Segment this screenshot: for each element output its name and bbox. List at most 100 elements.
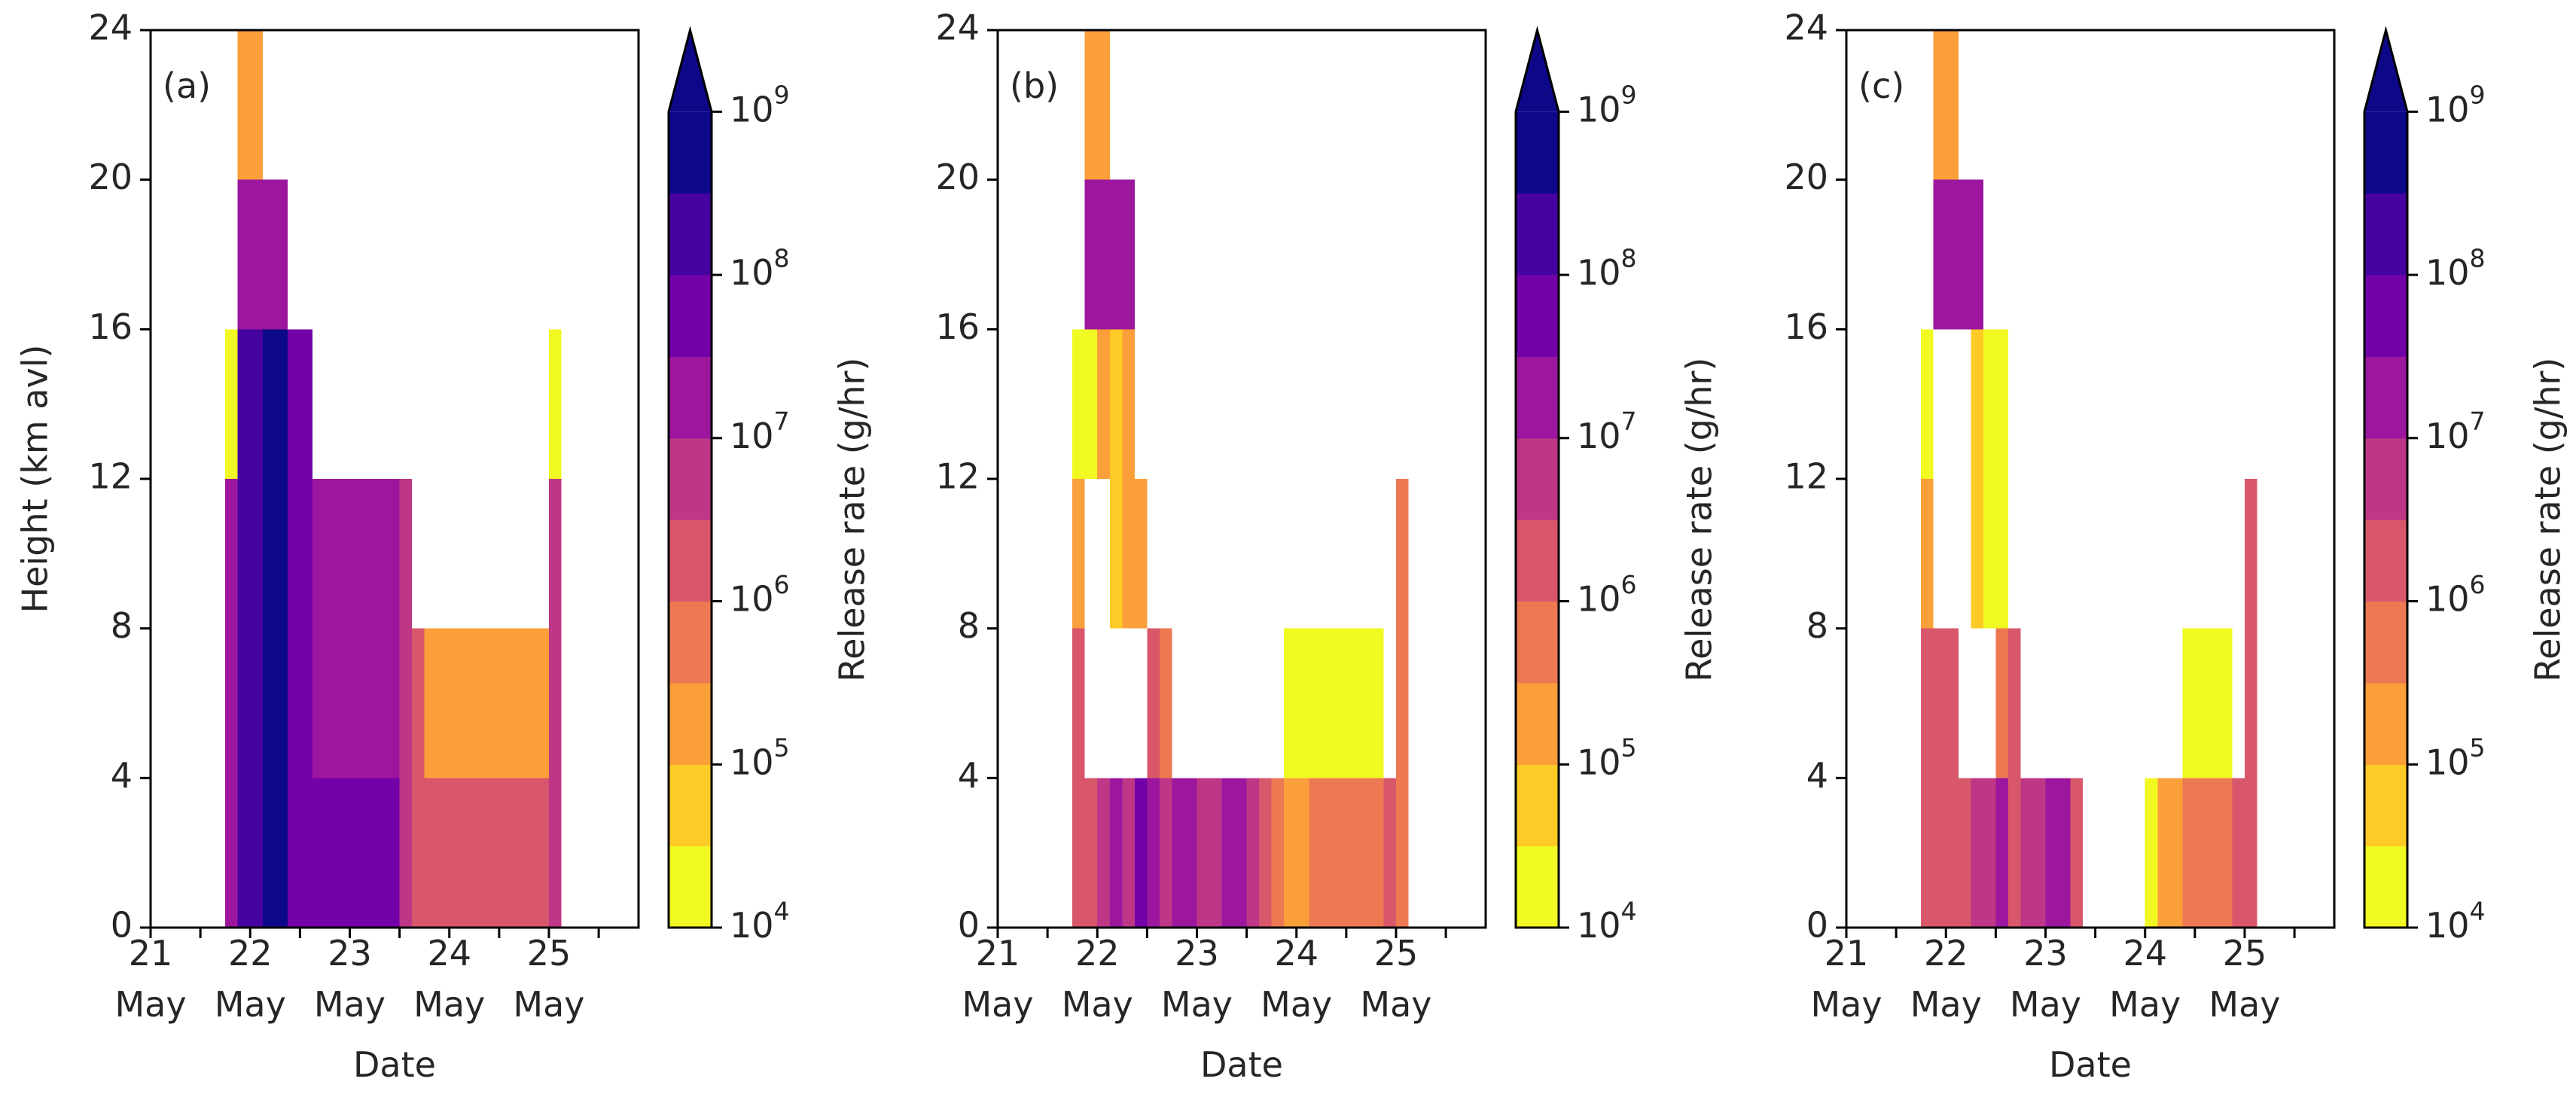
x-tick-label-month: May: [1261, 984, 1332, 1025]
heatmap-cells: [1921, 30, 2257, 928]
colorbar-segment: [669, 520, 712, 602]
heatmap-cell: [1271, 778, 1285, 928]
y-tick-label: 20: [1784, 157, 1828, 197]
colorbar-tick-label: 109: [1577, 80, 1637, 130]
x-tick-label-month: May: [1810, 984, 1882, 1025]
heatmap-cell: [1072, 628, 1085, 928]
colorbar: 104 105 106 107 108 109 Release rate (g/hr): [1514, 26, 1720, 946]
colorbar-segment: [1516, 846, 1559, 928]
heatmap-cell: [1084, 30, 1110, 180]
heatmap-cell: [287, 329, 312, 928]
heatmap-cell: [1983, 778, 1996, 928]
x-axis-label: Date: [1200, 1044, 1283, 1085]
axes-frame: [1845, 29, 2336, 929]
heatmap-cell: [1933, 30, 1959, 180]
colorbar-outline: [2363, 26, 2409, 929]
x-tick-label-month: May: [114, 984, 186, 1025]
heatmap-cell: [2020, 778, 2046, 928]
x-tick-label-day: 24: [427, 933, 471, 974]
heatmap-cell: [424, 628, 549, 779]
colorbar-segment: [2364, 111, 2407, 194]
heatmap-cell: [312, 778, 400, 928]
heatmap-cell: [225, 479, 238, 928]
x-tick-label-day: 21: [129, 933, 173, 974]
heatmap-cell: [1995, 628, 2008, 779]
heatmap-cell: [1159, 778, 1172, 928]
x-tick-label-month: May: [2010, 984, 2081, 1025]
heatmap-cell: [1122, 778, 1135, 928]
colorbar-tick-label: 108: [1577, 243, 1637, 293]
x-tick-label-day: 22: [1924, 933, 1968, 974]
heatmap-cell: [1084, 329, 1098, 479]
heatmap-cell: [412, 628, 425, 928]
y-tick-label: 8: [1806, 605, 1828, 646]
y-tick-label: 4: [1806, 755, 1828, 796]
colorbar-segment: [2364, 764, 2407, 847]
y-tick-label: 16: [88, 306, 133, 347]
x-tick-label-day: 22: [228, 933, 273, 974]
colorbar-segment: [669, 764, 712, 847]
colorbar-segment: [2364, 601, 2407, 684]
x-tick-label-month: May: [1161, 984, 1233, 1025]
y-tick-label: 12: [88, 456, 133, 497]
x-tick-label-month: May: [513, 984, 584, 1025]
heatmap-cell: [1084, 778, 1098, 928]
x-tick-label-month: May: [1910, 984, 1982, 1025]
heatmap-cell: [262, 329, 288, 928]
colorbar-segment: [2364, 520, 2407, 602]
colorbar-tick-label: 107: [730, 407, 790, 456]
heatmap-cell: [2244, 479, 2257, 928]
colorbar-segment: [2364, 356, 2407, 439]
colorbar-segment: [1516, 764, 1559, 847]
colorbar-tick-label: 109: [2425, 80, 2486, 130]
heatmap-cell: [1147, 628, 1160, 779]
x-tick-label-day: 22: [1075, 933, 1120, 974]
colorbar-tick-label: 109: [730, 80, 790, 130]
x-tick-label-day: 24: [1274, 933, 1318, 974]
heatmap-cell: [1395, 479, 1409, 928]
heatmap-cell: [1259, 778, 1272, 928]
heatmap-cell: [1958, 778, 1971, 928]
colorbar-tick-label: 104: [1577, 896, 1637, 946]
colorbar-label: Release rate (g/hr): [2528, 358, 2568, 682]
panel-label: (c): [1858, 66, 1904, 106]
colorbar-segment: [1516, 437, 1559, 520]
heatmap-cell: [1097, 778, 1110, 928]
x-tick-label-day: 23: [328, 933, 372, 974]
colorbar-segment: [669, 846, 712, 928]
colorbar: 104 105 106 107 108 109 Release rate (g/hr): [2363, 26, 2568, 946]
x-tick-label-month: May: [2209, 984, 2280, 1025]
heatmap-cell: [1284, 778, 1309, 928]
panel-label: (b): [1010, 66, 1059, 106]
heatmap-cell: [1072, 329, 1085, 479]
heatmap-cell: [1109, 778, 1123, 928]
y-tick-label: 20: [935, 157, 980, 197]
heatmap-cell: [1983, 329, 2008, 629]
x-tick-label-month: May: [2109, 984, 2181, 1025]
colorbar-segment: [669, 682, 712, 765]
colorbar-segment: [669, 275, 712, 357]
heatmap-cell: [1097, 329, 1110, 479]
panel-label: (a): [163, 66, 211, 106]
y-tick-label: 4: [958, 755, 980, 796]
colorbar-segment: [2364, 193, 2407, 276]
heatmap-cell: [1197, 778, 1222, 928]
colorbar-tick-label: 107: [2425, 407, 2486, 456]
y-axis-label: Height (km avl): [15, 345, 56, 614]
colorbar-segment: [669, 437, 712, 520]
panel-a: 0 4 8 12 16 20 24 21 May 22 May 23 May 24 May 25 May Date…: [15, 8, 873, 1086]
heatmap-cell: [2145, 778, 2158, 928]
colorbar-segment: [1516, 601, 1559, 684]
colorbar-tick-label: 106: [1577, 569, 1637, 619]
y-tick-label: 16: [1784, 306, 1828, 347]
colorbar-segment: [2364, 275, 2407, 357]
heatmap-cell: [2182, 628, 2233, 779]
x-tick-label-month: May: [314, 984, 386, 1025]
heatmap-cell: [237, 30, 263, 180]
heatmap-cell: [1383, 778, 1396, 928]
y-tick-label: 0: [111, 905, 133, 946]
colorbar-extension: [2364, 30, 2407, 112]
colorbar-segment: [669, 193, 712, 276]
heatmap-cell: [1122, 329, 1135, 629]
heatmap-cell: [548, 329, 562, 479]
